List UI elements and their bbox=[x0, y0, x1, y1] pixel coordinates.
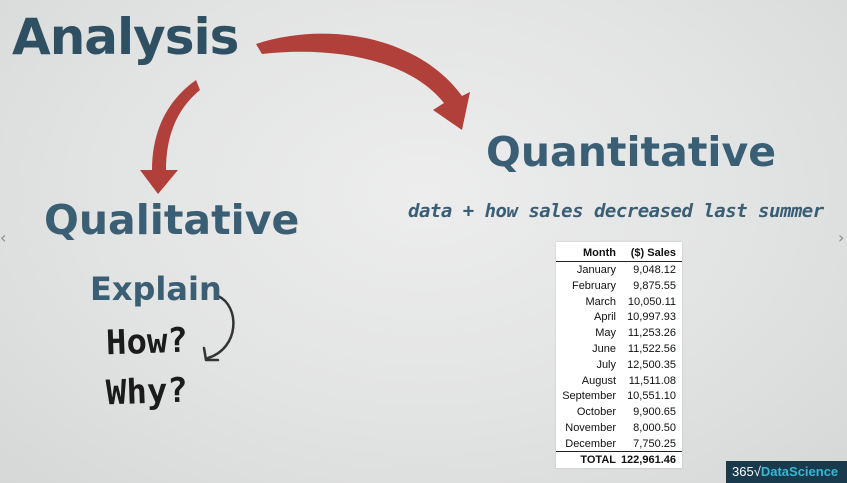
explain-label: Explain bbox=[90, 270, 222, 308]
month-cell: December bbox=[565, 437, 616, 450]
curved-arrow-head bbox=[202, 346, 220, 362]
sales-cell: 9,048.12 bbox=[633, 264, 676, 276]
sales-cell: 11,522.56 bbox=[627, 343, 676, 355]
arrow-to-qualitative bbox=[140, 80, 200, 194]
month-cell: May bbox=[595, 327, 616, 340]
sales-cell: 7,750.25 bbox=[633, 437, 676, 450]
brand-logo: 365√DataScience bbox=[726, 461, 847, 483]
logo-number: 365 bbox=[732, 464, 754, 479]
sales-cell: 12,500.35 bbox=[627, 358, 676, 371]
why-question: Why? bbox=[105, 370, 189, 414]
qualitative-label: Qualitative bbox=[44, 196, 300, 244]
analysis-title: Analysis bbox=[12, 8, 239, 66]
sales-table: Month ($) Sales January 9,048.12 Februar… bbox=[556, 242, 682, 468]
table-row: September 10,551.10 bbox=[556, 388, 682, 404]
table-row: August 11,511.08 bbox=[556, 373, 682, 389]
column-header-sales: ($) Sales bbox=[630, 247, 676, 259]
quantitative-caption: data + how sales decreased last summer bbox=[408, 200, 824, 222]
table-row: March 10,050.11 bbox=[556, 294, 682, 310]
chevron-left-icon[interactable]: ‹ bbox=[0, 228, 7, 247]
sales-cell: 9,900.65 bbox=[633, 406, 676, 419]
sales-cell: 10,050.11 bbox=[627, 295, 676, 308]
table-header-row: Month ($) Sales bbox=[556, 245, 682, 262]
month-cell: September bbox=[562, 390, 616, 403]
sales-cell: 11,253.26 bbox=[627, 327, 676, 340]
month-cell: June bbox=[592, 343, 616, 355]
table-row: April 10,997.93 bbox=[556, 309, 682, 325]
table-row: July 12,500.35 bbox=[556, 357, 682, 373]
table-row: February 9,875.55 bbox=[556, 278, 682, 294]
curved-arrow-icon bbox=[206, 294, 235, 360]
month-cell: November bbox=[565, 422, 616, 434]
month-cell: January bbox=[576, 264, 616, 276]
table-row: November 8,000.50 bbox=[556, 420, 682, 436]
arrow-to-quantitative bbox=[256, 33, 470, 130]
table-row: June 11,522.56 bbox=[556, 341, 682, 357]
sales-cell: 10,551.10 bbox=[627, 390, 676, 403]
sqrt-icon: √ bbox=[753, 464, 761, 479]
month-cell: August bbox=[581, 374, 616, 387]
chevron-right-icon[interactable]: › bbox=[838, 228, 845, 247]
table-row: January 9,048.12 bbox=[556, 262, 682, 278]
table-row: May 11,253.26 bbox=[556, 325, 682, 341]
total-label: TOTAL bbox=[580, 454, 616, 466]
column-header-month: Month bbox=[583, 247, 616, 259]
total-value: 122,961.46 bbox=[620, 454, 676, 466]
month-cell: October bbox=[576, 406, 616, 419]
logo-text: DataScience bbox=[760, 464, 839, 479]
month-cell: April bbox=[593, 311, 616, 324]
sales-cell: 9,875.55 bbox=[633, 279, 676, 292]
month-cell: March bbox=[585, 295, 616, 308]
table-total-row: TOTAL 122,961.46 bbox=[556, 451, 682, 468]
how-question: How? bbox=[105, 320, 189, 364]
month-cell: July bbox=[596, 358, 616, 371]
month-cell: February bbox=[571, 279, 616, 292]
table-row: December 7,750.25 bbox=[556, 436, 682, 452]
sales-cell: 11,511.08 bbox=[628, 374, 676, 387]
table-row: October 9,900.65 bbox=[556, 404, 682, 420]
quantitative-label: Quantitative bbox=[486, 128, 777, 176]
sales-cell: 10,997.93 bbox=[627, 311, 676, 324]
sales-cell: 8,000.50 bbox=[633, 422, 676, 434]
